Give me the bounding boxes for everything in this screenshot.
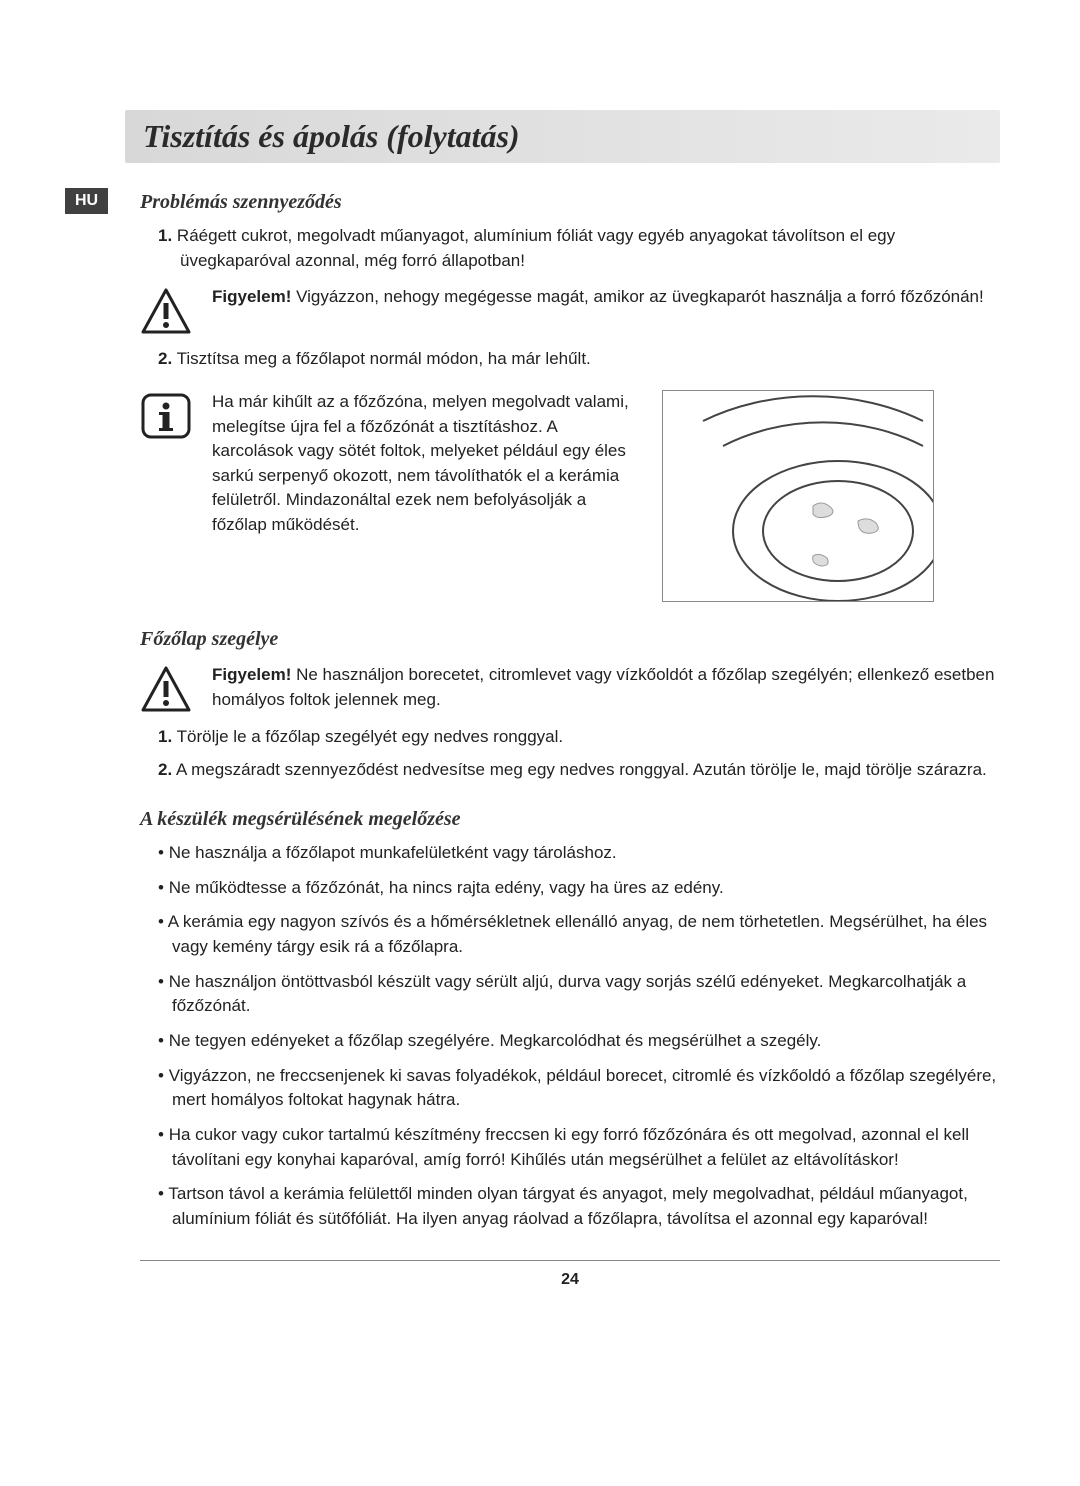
list-item: 1. Ráégett cukrot, megolvadt műanyagot, …: [158, 224, 1000, 273]
bullet-item: Ne használja a főzőlapot munkafelületkén…: [158, 841, 1000, 866]
item-number: 2.: [158, 760, 172, 779]
list-item: 2. A megszáradt szennyeződést nedvesítse…: [158, 758, 1000, 783]
item-number: 2.: [158, 349, 172, 368]
item-text: Tisztítsa meg a főzőlapot normál módon, …: [177, 349, 591, 368]
language-badge: HU: [65, 188, 108, 214]
bullet-item: Ne működtesse a főzőzónát, ha nincs rajt…: [158, 876, 1000, 901]
warning-text: Figyelem! Vigyázzon, nehogy megégesse ma…: [212, 285, 1000, 310]
bullet-item: Ha cukor vagy cukor tartalmú készítmény …: [158, 1123, 1000, 1172]
section-heading-hob-frame: Főzőlap szegélye: [140, 628, 1000, 651]
bullet-item: Vigyázzon, ne freccsenjenek ki savas fol…: [158, 1064, 1000, 1113]
item-number: 1.: [158, 727, 172, 746]
item-text: Törölje le a főzőlap szegélyét egy nedve…: [177, 727, 564, 746]
hob-illustration: [662, 390, 934, 602]
manual-page: Tisztítás és ápolás (folytatás) HU Probl…: [0, 0, 1080, 1329]
page-number: 24: [140, 1260, 1000, 1289]
bullet-item: A kerámia egy nagyon szívós és a hőmérsé…: [158, 910, 1000, 959]
info-text: Ha már kihűlt az a főzőzóna, melyen mego…: [212, 390, 642, 538]
bullet-item: Ne használjon öntöttvasból készült vagy …: [158, 970, 1000, 1019]
item-number: 1.: [158, 226, 172, 245]
title-bar: Tisztítás és ápolás (folytatás): [125, 110, 1000, 163]
warning-icon: [140, 287, 198, 335]
warning-text: Figyelem! Ne használjon borecetet, citro…: [212, 663, 1000, 712]
warning-label: Figyelem!: [212, 665, 291, 684]
bullet-list: Ne használja a főzőlapot munkafelületkén…: [158, 841, 1000, 1231]
content-area: Problémás szennyeződés 1. Ráégett cukrot…: [140, 191, 1000, 1232]
list-item: 1. Törölje le a főzőlap szegélyét egy ne…: [158, 725, 1000, 750]
list-item: 2. Tisztítsa meg a főzőlapot normál módo…: [158, 347, 1000, 372]
warning-body: Ne használjon borecetet, citromlevet vag…: [212, 665, 994, 709]
warning-block: Figyelem! Vigyázzon, nehogy megégesse ma…: [140, 285, 1000, 335]
page-title: Tisztítás és ápolás (folytatás): [143, 118, 982, 155]
warning-icon: [140, 665, 198, 713]
bullet-item: Ne tegyen edényeket a főzőlap szegélyére…: [158, 1029, 1000, 1054]
item-text: Ráégett cukrot, megolvadt műanyagot, alu…: [177, 226, 895, 270]
warning-body: Vigyázzon, nehogy megégesse magát, amiko…: [291, 287, 983, 306]
warning-label: Figyelem!: [212, 287, 291, 306]
item-text: A megszáradt szennyeződést nedvesítse me…: [176, 760, 987, 779]
info-icon: [140, 392, 198, 440]
info-row: Ha már kihűlt az a főzőzóna, melyen mego…: [140, 390, 1000, 602]
bullet-item: Tartson távol a kerámia felülettől minde…: [158, 1182, 1000, 1231]
warning-block: Figyelem! Ne használjon borecetet, citro…: [140, 663, 1000, 713]
section-heading-stubborn-dirt: Problémás szennyeződés: [140, 191, 1000, 214]
section-heading-damage-prevention: A készülék megsérülésének megelőzése: [140, 808, 1000, 831]
